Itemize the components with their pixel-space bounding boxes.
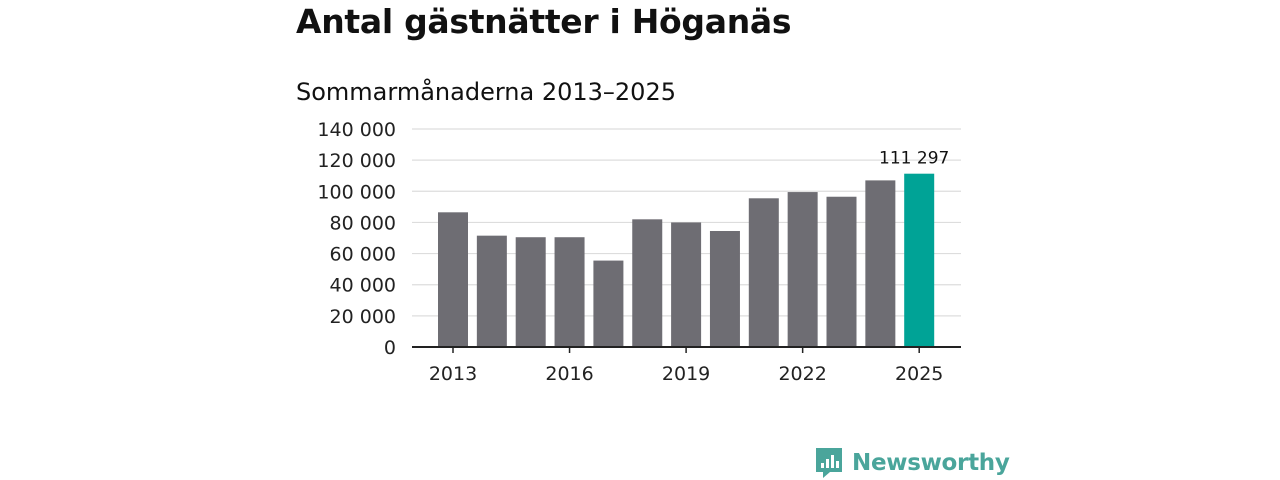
bar-chart: 0 20 000 40 000 60 000 80 000 100 000 120 000 1… [317,119,961,385]
bar-2019 [671,222,702,347]
page-subtitle: Sommarmånaderna 2013–2025 [296,78,676,106]
x-tick-label: 2025 [895,363,943,385]
x-tick-label: 2022 [778,363,826,385]
bar-2013 [438,212,468,347]
bar-2023 [826,196,857,347]
bar-2016 [554,237,585,347]
bar-2018 [632,219,663,347]
page-title: Antal gästnätter i Höganäs [296,2,792,41]
bar-2015 [515,237,546,347]
y-tick-label: 20 000 [330,306,396,328]
x-tick-label: 2013 [429,363,477,385]
bar-2025 [904,173,935,347]
y-axis-tick-labels: 0 20 000 40 000 60 000 80 000 100 000 120 000 1… [317,119,396,359]
brand-name: Newsworthy [852,450,1010,476]
x-axis-tick-labels: 2013 2016 2019 2022 2025 [429,347,943,385]
y-tick-label: 80 000 [330,212,396,234]
bar-2020 [709,230,740,347]
x-tick-label: 2019 [662,363,710,385]
bar-2021 [748,198,779,347]
y-tick-label: 0 [384,337,396,359]
bar-2024 [865,180,896,347]
newsworthy-logo-icon [816,448,842,478]
y-tick-label: 120 000 [317,150,396,172]
data-label: 111 297 [879,149,949,169]
data-labels: 111 297 [879,149,949,169]
bars [438,173,935,347]
y-tick-label: 100 000 [317,181,396,203]
x-tick-label: 2016 [545,363,593,385]
bar-2022 [787,192,818,347]
y-tick-label: 60 000 [330,244,396,266]
y-tick-label: 40 000 [330,275,396,297]
bar-2017 [593,260,624,347]
brand-logo: Newsworthy [814,446,1010,480]
y-tick-label: 140 000 [317,119,396,141]
bar-2014 [476,235,507,347]
